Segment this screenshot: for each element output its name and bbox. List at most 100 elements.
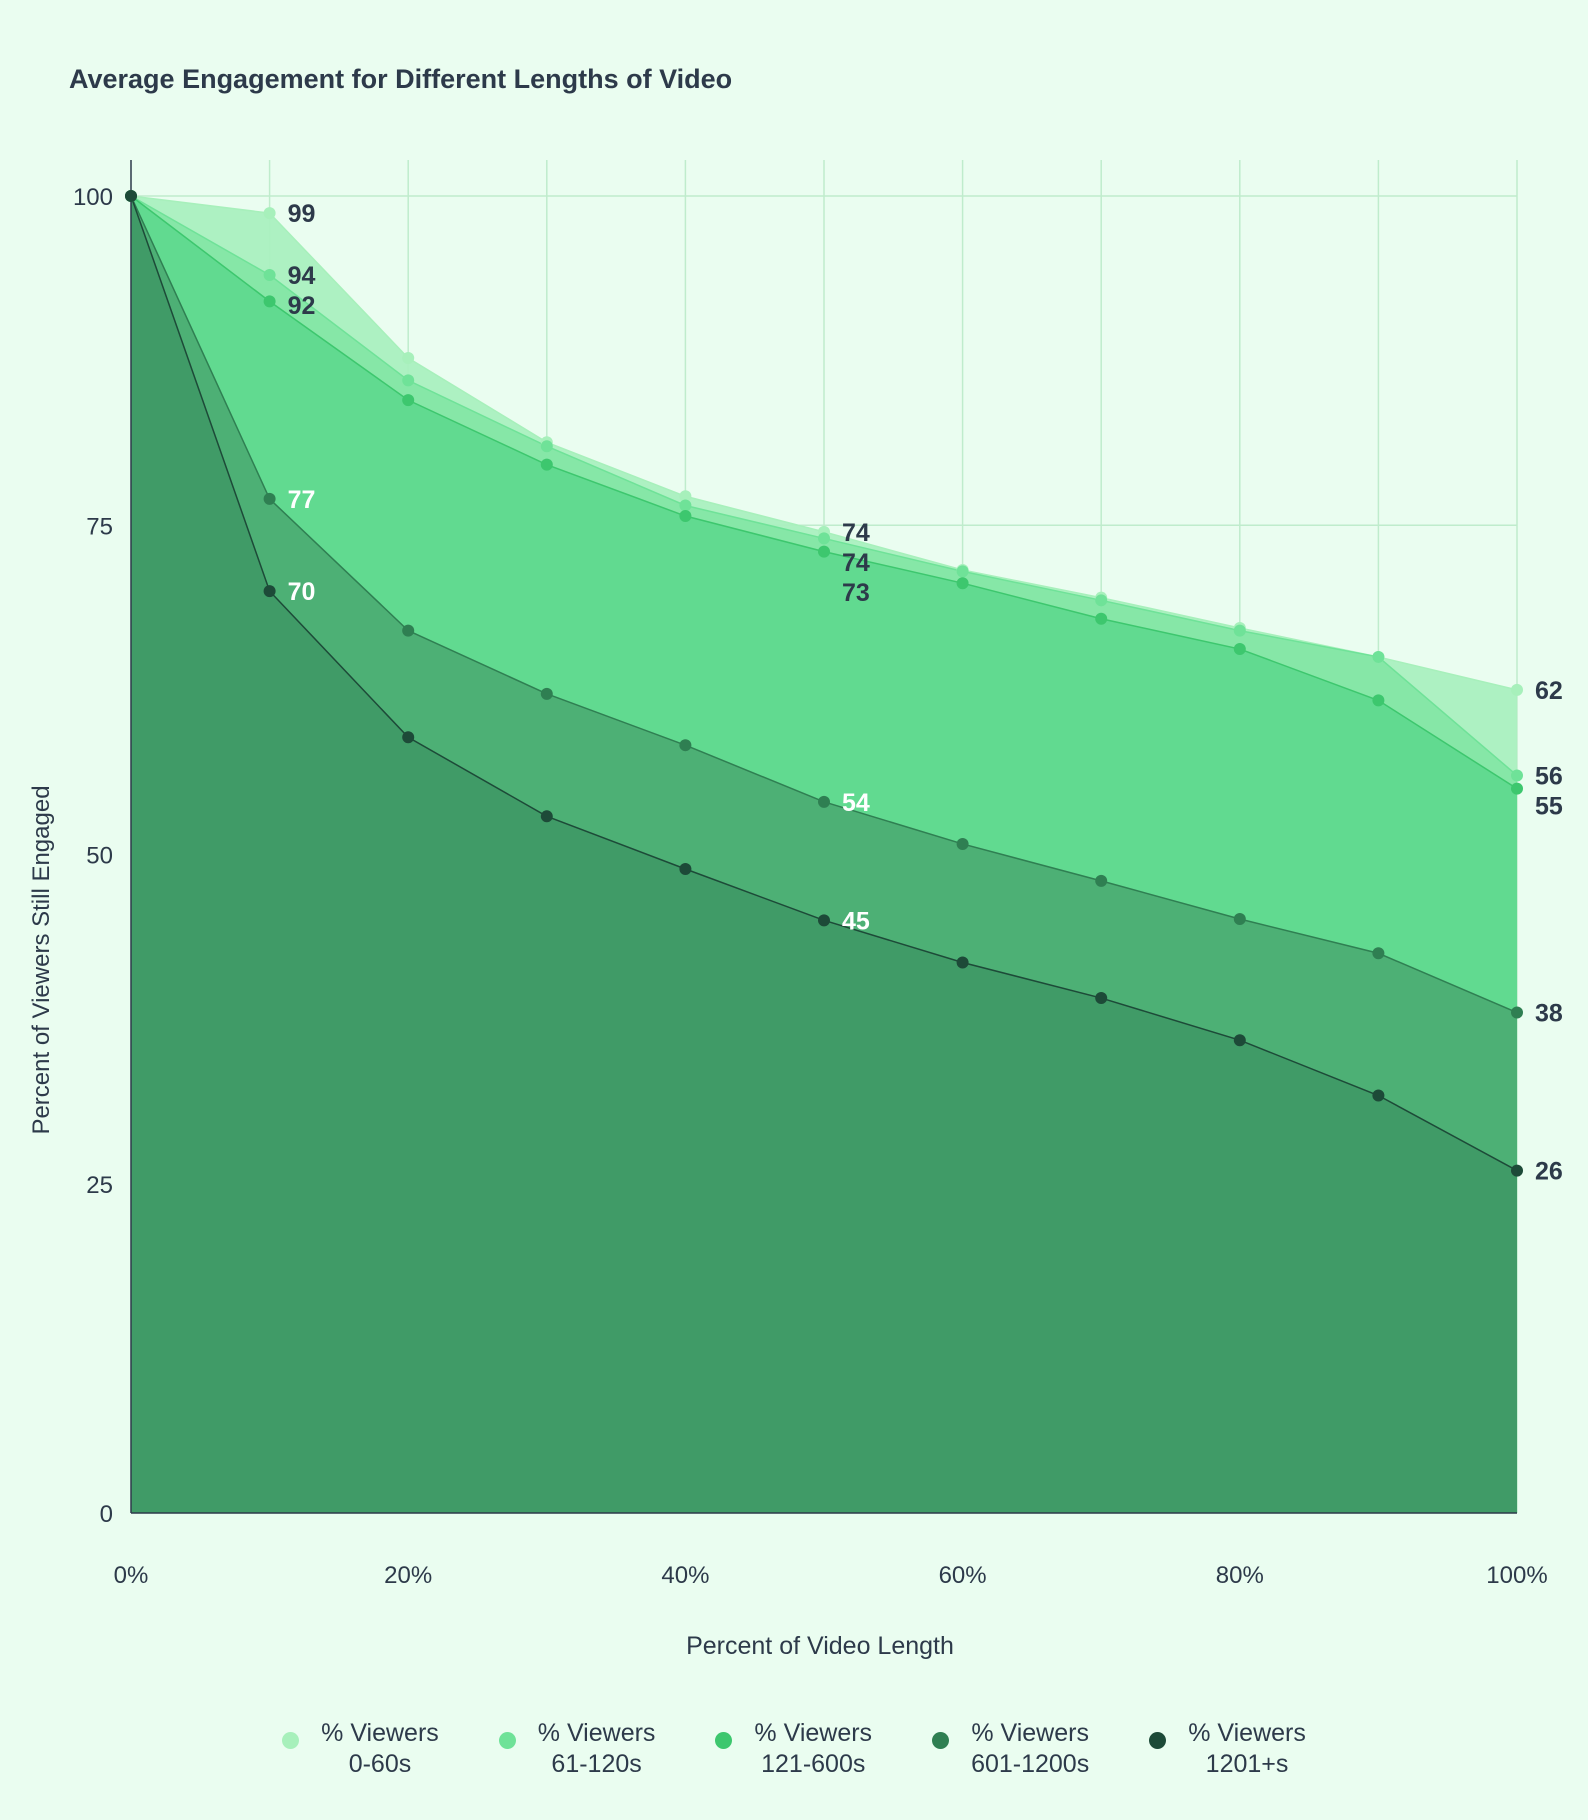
data-label: 74 [842,519,870,547]
data-point-series-3 [1511,1006,1523,1019]
data-point-series-1 [1372,650,1385,663]
data-point-series-4 [1095,992,1108,1005]
data-point-series-3 [1233,913,1246,926]
data-point-series-1 [1511,769,1523,782]
legend-label-line2: 121-600s [761,1750,866,1778]
legend-label: % Viewers 601-1200s [971,1718,1089,1780]
data-point-series-2 [679,510,692,523]
legend-marker-icon [1149,1732,1167,1749]
data-label: 55 [1535,792,1563,820]
legend-marker-icon [498,1732,516,1749]
data-label: 38 [1535,1000,1563,1028]
data-point-series-4 [956,956,969,969]
legend-label-line2: 1201+s [1205,1750,1289,1778]
x-tick-label: 0% [114,1562,149,1589]
data-label: 56 [1535,762,1563,790]
data-point-series-1 [1095,594,1108,607]
data-point-series-4 [402,731,415,744]
data-point-series-2 [402,394,415,407]
data-point-series-0 [679,490,692,503]
x-tick-label: 40% [661,1562,709,1589]
x-axis-label: Percent of Video Length [686,1632,954,1660]
data-point-series-3 [540,687,553,700]
legend-marker-icon [932,1732,950,1749]
data-point-series-0 [263,207,276,220]
legend-label-line2: 61-120s [551,1750,642,1778]
data-label: 99 [288,200,316,228]
data-label: 62 [1535,677,1563,705]
x-tick-label: 80% [1216,1562,1264,1589]
data-point-series-0 [1511,683,1523,696]
data-point-series-2 [540,458,553,471]
legend-marker-icon [715,1732,733,1749]
x-tick-label: 60% [939,1562,987,1589]
y-tick-label: 100 [73,184,113,211]
data-label: 92 [288,292,316,320]
data-point-series-1 [679,499,692,512]
data-point-series-4 [679,862,692,875]
legend-marker-icon [282,1732,300,1749]
legend-label-line2: 601-1200s [971,1750,1090,1778]
data-point-series-1 [818,532,830,545]
legend-label: % Viewers 0-60s [321,1718,439,1780]
data-label: 26 [1535,1158,1563,1186]
data-label: 54 [842,789,870,817]
legend-label-line1: % Viewers [754,1719,873,1747]
data-point-series-4 [1233,1034,1246,1047]
data-point-series-2 [1511,782,1523,795]
legend: % Viewers 0-60s % Viewers 61-120s % Viewers 1… [0,1718,1588,1780]
data-point-series-3 [263,492,276,505]
data-point-series-3 [402,624,415,637]
data-point-series-2 [1095,612,1108,625]
data-label: 94 [288,262,316,290]
legend-item: % Viewers 0-60s [282,1718,439,1780]
data-point-series-0 [402,351,415,364]
legend-label-line1: % Viewers [1188,1719,1306,1747]
data-point-series-4 [125,190,137,202]
legend-item: % Viewers 601-1200s [932,1718,1089,1780]
data-point-series-4 [263,585,276,598]
y-tick-label: 50 [86,843,113,870]
legend-label-line1: % Viewers [537,1719,656,1747]
data-point-series-2 [818,545,830,558]
legend-label: % Viewers 121-600s [754,1718,872,1780]
data-label: 77 [288,486,316,514]
data-point-series-3 [1095,874,1108,887]
data-point-series-1 [1233,624,1246,637]
y-tick-label: 75 [86,513,113,540]
data-point-series-4 [818,914,830,927]
area-series-4 [131,196,1517,1513]
x-tick-label: 100% [1486,1562,1547,1589]
legend-label-line2: 0-60s [348,1750,412,1778]
y-tick-label: 0 [100,1501,113,1528]
data-point-series-3 [679,739,692,752]
data-point-series-2 [1233,643,1246,656]
data-point-series-4 [1372,1089,1385,1102]
data-point-series-4 [540,810,553,823]
data-point-series-1 [956,565,969,578]
x-tick-label: 20% [384,1562,432,1589]
data-point-series-2 [1372,694,1385,707]
chart-title: Average Engagement for Different Lengths… [69,64,733,94]
data-point-series-2 [956,577,969,590]
y-tick-label: 25 [86,1172,113,1199]
data-point-series-3 [1372,947,1385,960]
legend-item: % Viewers 121-600s [715,1718,872,1780]
data-point-series-3 [956,837,969,850]
data-point-series-3 [818,795,830,808]
data-point-series-1 [263,269,276,282]
legend-label: % Viewers 1201+s [1188,1718,1306,1780]
data-label: 74 [842,549,870,577]
legend-label-line1: % Viewers [321,1719,439,1747]
legend-item: % Viewers 61-120s [498,1718,656,1780]
legend-item: % Viewers 1201+s [1149,1718,1306,1780]
data-point-series-4 [1511,1164,1523,1177]
data-label: 45 [842,907,870,935]
data-point-series-1 [402,374,415,387]
legend-label-line1: % Viewers [971,1719,1089,1747]
data-label: 73 [842,579,870,607]
data-label: 70 [288,578,316,606]
legend-label: % Viewers 61-120s [538,1718,656,1780]
data-point-series-1 [540,440,553,453]
